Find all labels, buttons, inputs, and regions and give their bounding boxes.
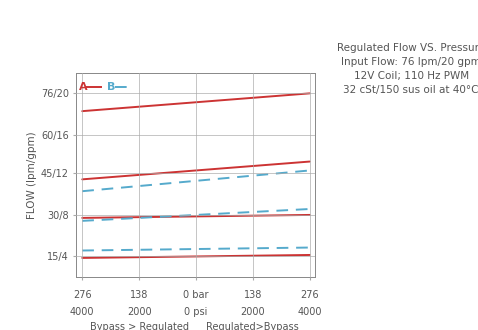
Text: 138: 138 — [130, 290, 148, 300]
Text: 276: 276 — [73, 290, 92, 300]
Text: A: A — [78, 82, 87, 92]
Text: 4000: 4000 — [297, 307, 322, 317]
Text: B: B — [108, 82, 116, 92]
Text: 0 bar: 0 bar — [183, 290, 209, 300]
Text: 138: 138 — [244, 290, 262, 300]
Text: 4000: 4000 — [70, 307, 95, 317]
Text: 276: 276 — [300, 290, 319, 300]
Text: Regulated Flow VS. Pressure
Input Flow: 76 lpm/20 gpm
12V Coil; 110 Hz PWM
32 cS: Regulated Flow VS. Pressure Input Flow: … — [337, 43, 478, 95]
Y-axis label: FLOW (lpm/gpm): FLOW (lpm/gpm) — [27, 131, 37, 219]
Text: Regulated>Bypass: Regulated>Bypass — [206, 322, 299, 330]
Text: 2000: 2000 — [127, 307, 152, 317]
Text: 0 psi: 0 psi — [185, 307, 207, 317]
Text: 2000: 2000 — [240, 307, 265, 317]
Text: Bypass > Regulated: Bypass > Regulated — [89, 322, 189, 330]
